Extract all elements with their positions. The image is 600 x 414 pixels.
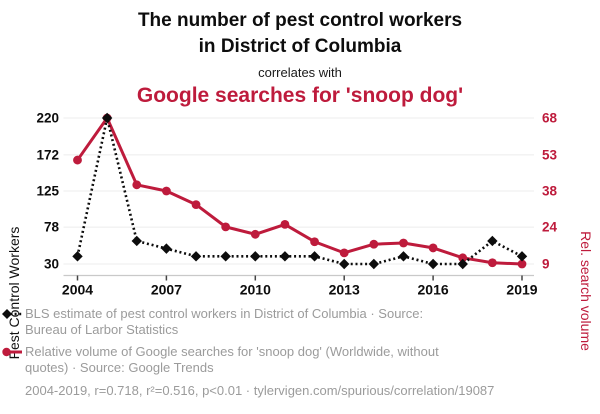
svg-text:220: 220 — [36, 111, 59, 126]
svg-text:2010: 2010 — [240, 282, 271, 298]
svg-text:125: 125 — [36, 184, 59, 199]
svg-text:2007: 2007 — [151, 282, 182, 298]
stats-footnote: 2004-2019, r=0.718, r²=0.516, p<0.01 · t… — [25, 383, 495, 398]
chart-subtitle: correlates with — [258, 65, 342, 80]
legend-item-red: Relative volume of Google searches for '… — [2, 344, 582, 375]
svg-text:2013: 2013 — [329, 282, 360, 298]
chart-canvas: 220 68 172 53 125 38 78 24 30 9 2004 2007 2010 2013 20… — [36, 111, 558, 298]
legend-item-red-label: Relative volume of Google searches for '… — [25, 344, 439, 375]
red-circle-solid-line-icon — [2, 347, 22, 357]
svg-text:9: 9 — [542, 257, 550, 272]
svg-text:68: 68 — [542, 111, 558, 126]
svg-text:2004: 2004 — [62, 282, 93, 298]
legend-item-black: BLS estimate of pest control workers in … — [2, 306, 582, 337]
legend-item-black-label: BLS estimate of pest control workers in … — [25, 306, 424, 337]
svg-text:53: 53 — [542, 147, 558, 162]
svg-text:2016: 2016 — [418, 282, 449, 298]
plot-area: 220 68 172 53 125 38 78 24 30 9 2004 2007 2010 2013 20… — [0, 103, 600, 360]
chart-title: The number of pest control workers in Di… — [0, 8, 600, 60]
chart-title-line2: in District of Columbia — [198, 36, 402, 57]
svg-text:78: 78 — [44, 220, 60, 235]
chart-title-red: Google searches for 'snoop dog' — [136, 84, 464, 107]
svg-text:38: 38 — [542, 184, 558, 199]
svg-text:30: 30 — [44, 257, 59, 272]
chart-title-line1: The number of pest control workers — [137, 10, 463, 31]
svg-text:2019: 2019 — [506, 282, 537, 298]
svg-text:172: 172 — [36, 147, 59, 162]
svg-text:24: 24 — [542, 220, 558, 235]
chart-header: The number of pest control workers in Di… — [0, 8, 600, 108]
black-diamond-dashed-line-icon — [2, 309, 22, 319]
